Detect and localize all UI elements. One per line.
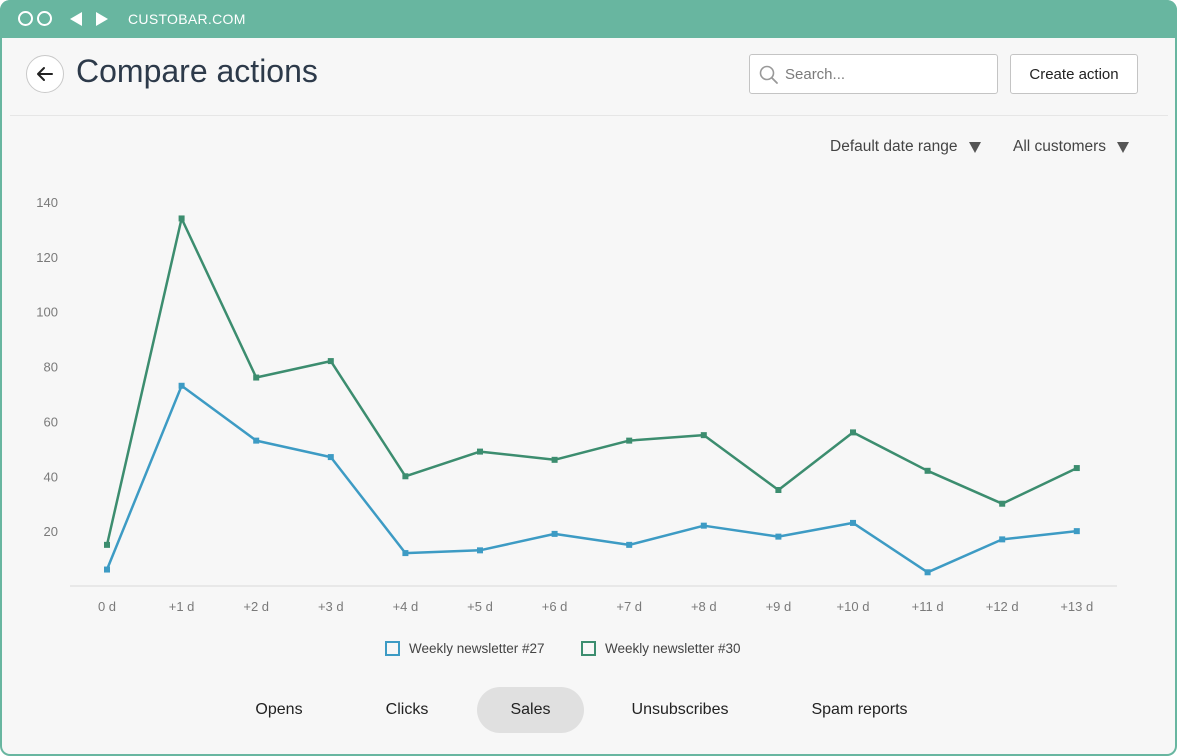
window-control-icon[interactable]: [18, 11, 33, 26]
customers-dropdown[interactable]: All customers: [1013, 138, 1130, 156]
data-point[interactable]: [178, 382, 185, 389]
search-box[interactable]: [749, 54, 998, 94]
x-tick-label: 0 d: [98, 599, 116, 614]
series-line-1: [105, 217, 1078, 546]
data-point[interactable]: [626, 541, 633, 548]
date-range-label: Default date range: [830, 138, 958, 155]
data-point[interactable]: [327, 358, 334, 365]
data-point[interactable]: [626, 437, 633, 444]
metric-tabs: Opens Clicks Sales Unsubscribes Spam rep…: [2, 687, 1175, 735]
data-point[interactable]: [924, 467, 931, 474]
legend-item-series-30[interactable]: Weekly newsletter #30: [581, 641, 741, 656]
tab-sales[interactable]: Sales: [477, 687, 584, 733]
header-divider: [10, 115, 1168, 116]
legend-item-series-27[interactable]: Weekly newsletter #27: [385, 641, 545, 656]
data-point[interactable]: [104, 541, 110, 548]
data-point[interactable]: [178, 215, 185, 222]
data-point[interactable]: [551, 456, 558, 463]
tab-spam-reports[interactable]: Spam reports: [811, 701, 908, 718]
url-label: CUSTOBAR.COM: [128, 11, 246, 27]
legend-swatch-icon: [385, 641, 400, 656]
window-control-icon[interactable]: [37, 11, 52, 26]
data-point[interactable]: [850, 519, 856, 526]
search-icon: [759, 65, 778, 84]
back-button[interactable]: [26, 55, 64, 93]
x-tick-label: +7 d: [616, 599, 642, 614]
data-point[interactable]: [551, 530, 558, 537]
x-tick-label: +5 d: [467, 599, 493, 614]
search-input[interactable]: [785, 55, 990, 93]
line-chart: 20 40 60 80 100 120 140 0 d +1 d +2 d +3 d +4 d +5 d…: [36, 195, 1117, 614]
data-point[interactable]: [477, 547, 483, 554]
data-point[interactable]: [999, 500, 1006, 507]
x-tick-label: +3 d: [318, 599, 344, 614]
legend-label: Weekly newsletter #27: [409, 641, 545, 656]
x-tick-label: +8 d: [691, 599, 717, 614]
data-point[interactable]: [1073, 465, 1080, 472]
data-point[interactable]: [104, 566, 110, 573]
create-action-button[interactable]: Create action: [1010, 54, 1138, 94]
data-point[interactable]: [402, 473, 409, 480]
x-tick-label: +10 d: [837, 599, 870, 614]
y-tick-label: 140: [36, 195, 58, 210]
y-tick-label: 80: [44, 360, 58, 375]
tab-unsubscribes[interactable]: Unsubscribes: [631, 701, 729, 718]
title-bar: CUSTOBAR.COM: [0, 0, 1177, 38]
back-arrow-icon[interactable]: [70, 12, 82, 26]
x-tick-label: +6 d: [542, 599, 568, 614]
data-point[interactable]: [253, 437, 260, 444]
series-line-0: [105, 384, 1077, 574]
legend-swatch-icon: [581, 641, 596, 656]
x-tick-label: +12 d: [986, 599, 1019, 614]
data-point[interactable]: [999, 536, 1006, 543]
x-tick-label: +1 d: [169, 599, 195, 614]
y-tick-label: 120: [36, 250, 58, 265]
main-content: Compare actions Create action Default da…: [2, 38, 1175, 754]
x-tick-label: +13 d: [1060, 599, 1093, 614]
tab-clicks[interactable]: Clicks: [385, 701, 429, 718]
data-point[interactable]: [253, 374, 260, 381]
y-tick-label: 60: [44, 414, 58, 429]
data-point[interactable]: [327, 454, 334, 461]
x-tick-label: +11 d: [912, 599, 944, 614]
data-point[interactable]: [700, 522, 707, 529]
data-point[interactable]: [402, 550, 409, 557]
y-tick-label: 100: [36, 305, 58, 320]
caret-down-icon: [968, 141, 981, 153]
page-title: Compare actions: [76, 53, 318, 89]
data-point[interactable]: [850, 429, 856, 436]
x-tick-label: +2 d: [243, 599, 269, 614]
data-point[interactable]: [775, 487, 782, 493]
data-point[interactable]: [1073, 528, 1080, 535]
data-point[interactable]: [775, 533, 782, 540]
legend-label: Weekly newsletter #30: [605, 641, 741, 656]
arrow-left-icon: [37, 67, 53, 81]
data-point[interactable]: [924, 569, 931, 576]
forward-arrow-icon[interactable]: [96, 12, 108, 26]
data-point[interactable]: [700, 432, 707, 439]
y-tick-label: 40: [44, 469, 58, 484]
y-tick-label: 20: [44, 524, 58, 539]
x-tick-label: +9 d: [766, 599, 792, 614]
caret-down-icon: [1117, 141, 1130, 153]
tab-opens[interactable]: Opens: [255, 701, 303, 718]
customers-label: All customers: [1013, 138, 1107, 155]
data-point[interactable]: [477, 448, 483, 455]
date-range-dropdown[interactable]: Default date range: [830, 138, 981, 156]
x-tick-label: +4 d: [393, 599, 419, 614]
